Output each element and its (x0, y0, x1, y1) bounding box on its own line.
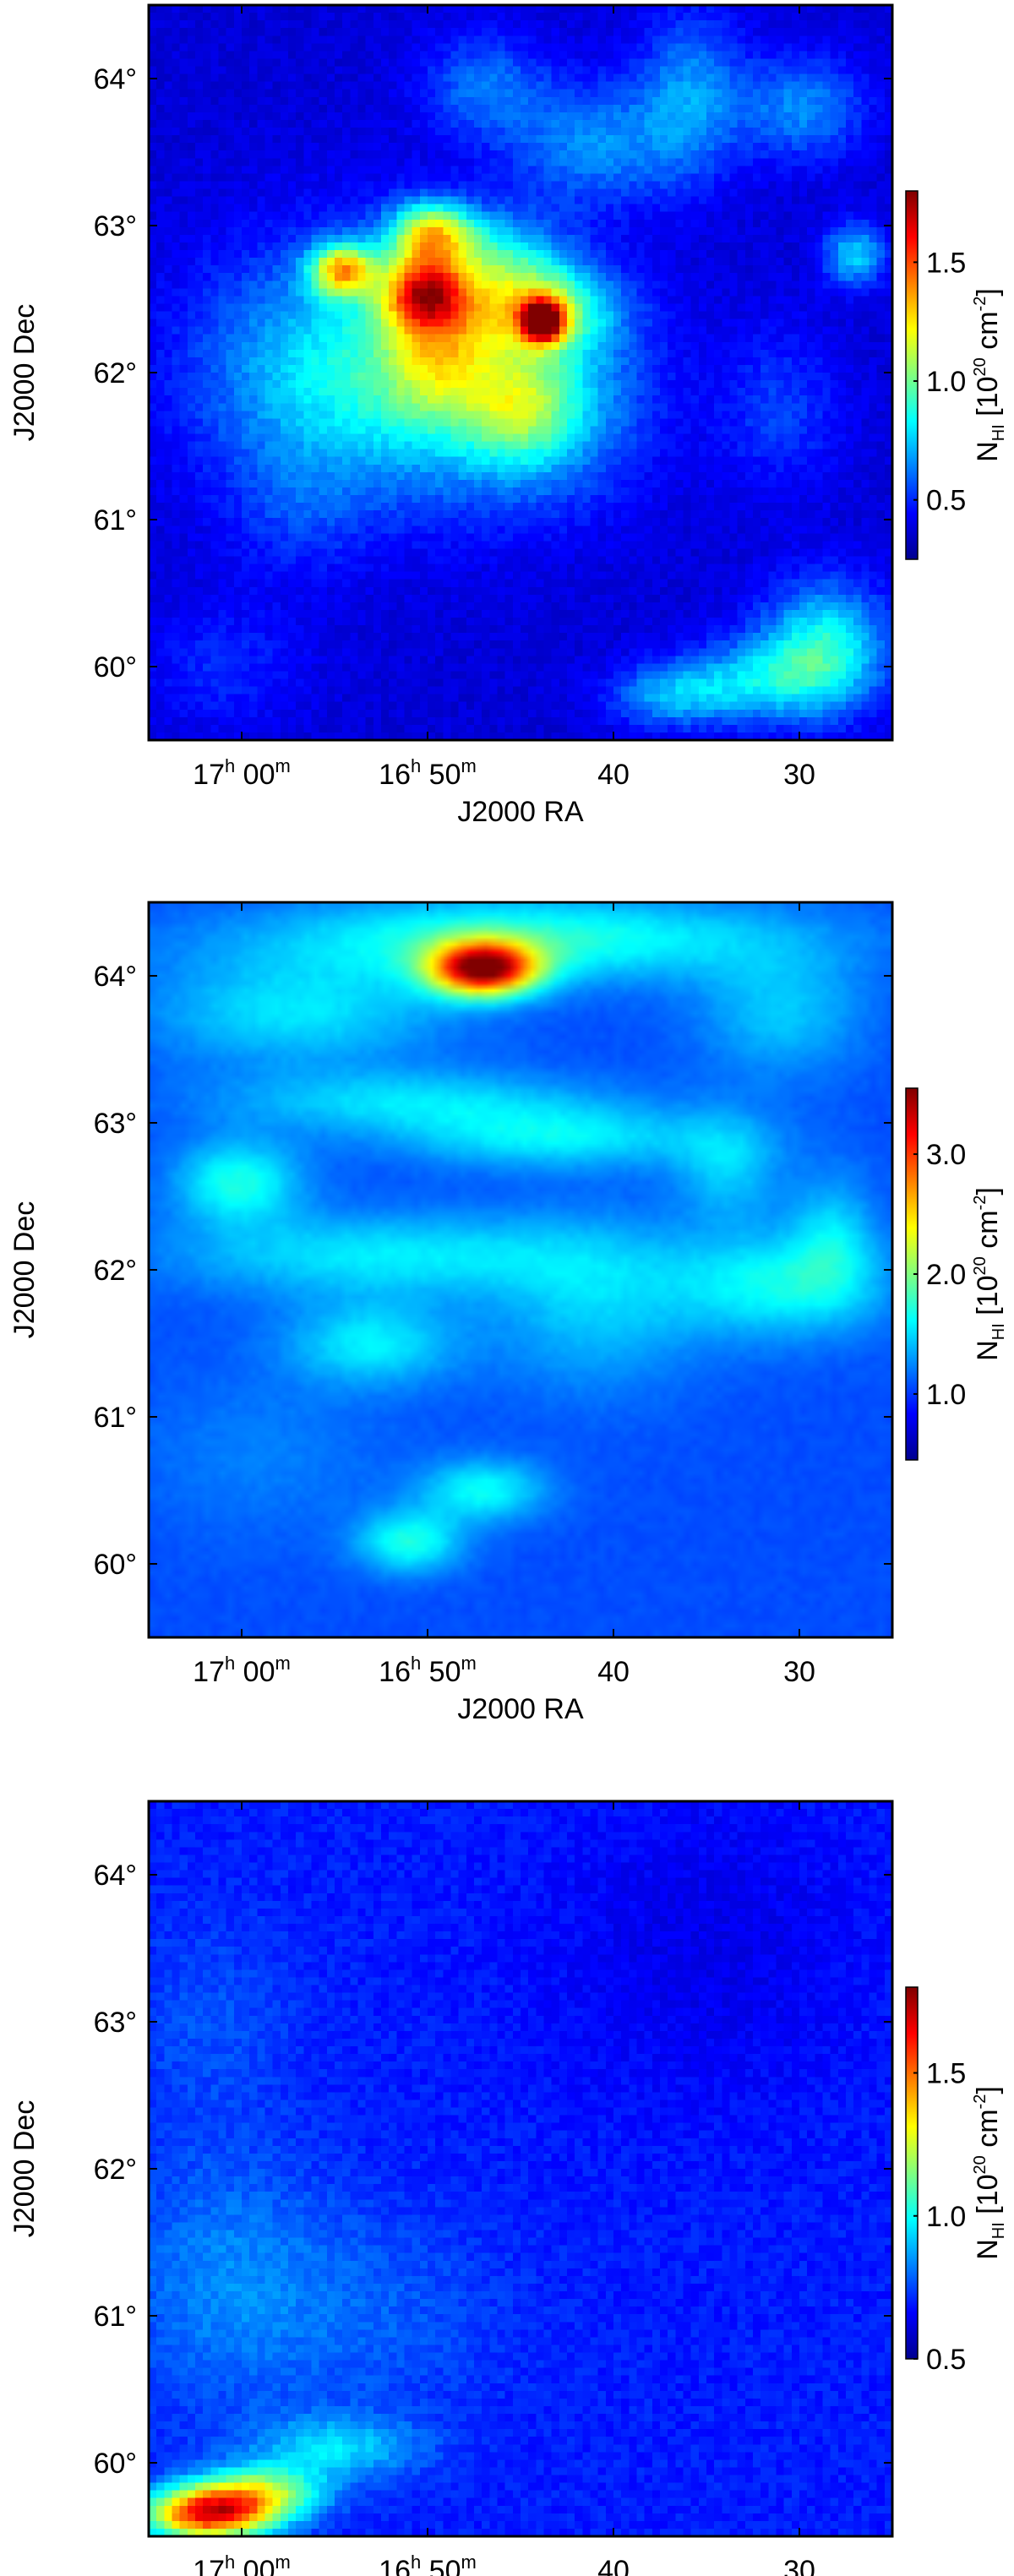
y-tick-label: 61° (94, 504, 137, 536)
colorbar-label: NHI [1020 cm-2] (971, 288, 1008, 462)
x-tick-label: 40 (597, 2555, 630, 2576)
y-tick-label: 64° (94, 63, 137, 95)
y-tick-label: 63° (94, 1108, 137, 1140)
y-tick-label: 62° (94, 1255, 137, 1287)
x-tick-label: 30 (783, 1656, 815, 1688)
x-tick-label: 30 (783, 759, 815, 791)
x-tick-label: 17h 00m (193, 2551, 291, 2576)
colorbar-label: NHI [1020 cm-2] (971, 2086, 1008, 2260)
colorbar-tick-label: 1.0 (926, 366, 966, 398)
x-tick-label: 40 (597, 1656, 630, 1688)
colorbar (905, 1986, 919, 2360)
colorbar-tick-label: 1.0 (926, 2201, 966, 2233)
colorbar-tick-label: 0.5 (926, 485, 966, 517)
x-tick-label: 16h 50m (379, 755, 477, 791)
colorbar-tick-label: 0.5 (926, 2344, 966, 2376)
colorbar-label: NHI [1020 cm-2] (971, 1187, 1008, 1361)
x-tick-label: 40 (597, 759, 630, 791)
y-tick-label: 64° (94, 961, 137, 993)
x-axis-label: J2000 RA (457, 1693, 584, 1725)
heatmap-image (149, 5, 892, 740)
x-tick-label: 16h 50m (379, 1653, 477, 1688)
y-tick-label: 60° (94, 651, 137, 683)
heatmap-image (149, 902, 892, 1637)
colorbar-tick-label: 1.5 (926, 2058, 966, 2090)
y-tick-label: 60° (94, 1549, 137, 1581)
y-tick-label: 61° (94, 1402, 137, 1434)
chart-panel-1: 60° 61° 62° 63° 64° 17h 00m 16h 50m 40 30 J2000 R… (8, 3, 1008, 828)
colorbar-tick-label: 1.5 (926, 247, 966, 279)
y-tick-label: 61° (94, 2301, 137, 2333)
x-axis-label: J2000 RA (457, 796, 584, 828)
colorbar (905, 190, 919, 560)
y-tick-label: 62° (94, 357, 137, 389)
x-tick-label: 17h 00m (193, 1653, 291, 1688)
y-axis-label: J2000 Dec (8, 304, 41, 442)
y-tick-label: 63° (94, 2007, 137, 2039)
y-axis-label: J2000 Dec (8, 1201, 41, 1339)
chart-panel-2: 60° 61° 62° 63° 64° 17h 00m 16h 50m 40 30 J2000 R… (8, 901, 1008, 1725)
x-tick-label: 16h 50m (379, 2551, 477, 2576)
x-tick-label: 17h 00m (193, 755, 291, 791)
y-tick-label: 60° (94, 2448, 137, 2480)
y-axis-label: J2000 Dec (8, 2100, 41, 2238)
colorbar-tick-label: 2.0 (926, 1259, 966, 1291)
heatmap-image (149, 1801, 892, 2536)
y-tick-label: 64° (94, 1860, 137, 1892)
colorbar-tick-label: 3.0 (926, 1139, 966, 1171)
colorbar-tick-label: 1.0 (926, 1379, 966, 1411)
y-tick-label: 62° (94, 2154, 137, 2186)
y-tick-label: 63° (94, 210, 137, 242)
x-tick-label: 30 (783, 2555, 815, 2576)
